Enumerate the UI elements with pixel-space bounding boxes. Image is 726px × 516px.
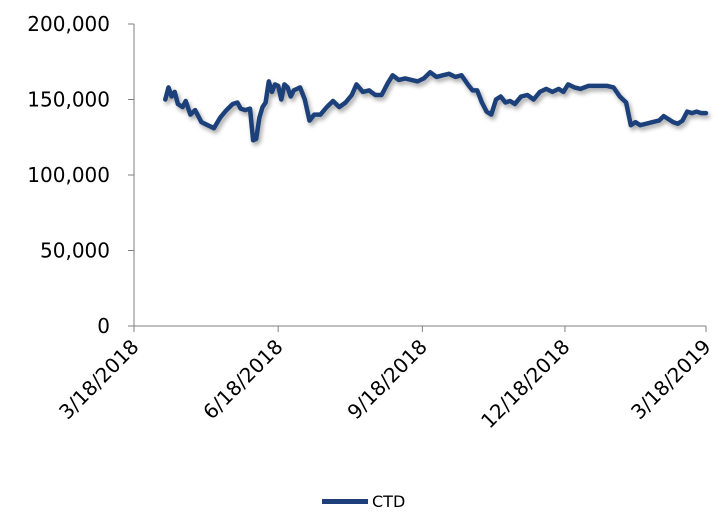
y-tick-label: 200,000 <box>27 12 110 36</box>
legend-swatch-ctd <box>322 499 368 504</box>
y-tick-label: 100,000 <box>27 163 110 187</box>
y-axis: 0 50,000 100,000 150,000 200,000 <box>27 12 135 338</box>
series-layer <box>163 70 709 143</box>
x-axis: 3/18/2018 6/18/2018 9/18/2018 12/18/2018 3/1… <box>54 325 716 433</box>
x-tick-label: 12/18/2018 <box>476 335 574 433</box>
series-line-ctd <box>163 70 709 143</box>
y-tick-label: 150,000 <box>27 88 110 112</box>
y-tick-label: 0 <box>97 314 110 338</box>
y-tick-label: 50,000 <box>40 239 110 263</box>
legend-label-ctd: CTD <box>372 492 406 511</box>
legend: CTD <box>322 492 405 511</box>
x-tick-label: 9/18/2018 <box>342 335 431 424</box>
x-tick-label: 3/18/2019 <box>626 335 715 424</box>
x-tick-label: 3/18/2018 <box>54 335 143 424</box>
x-tick-label: 6/18/2018 <box>198 335 287 424</box>
